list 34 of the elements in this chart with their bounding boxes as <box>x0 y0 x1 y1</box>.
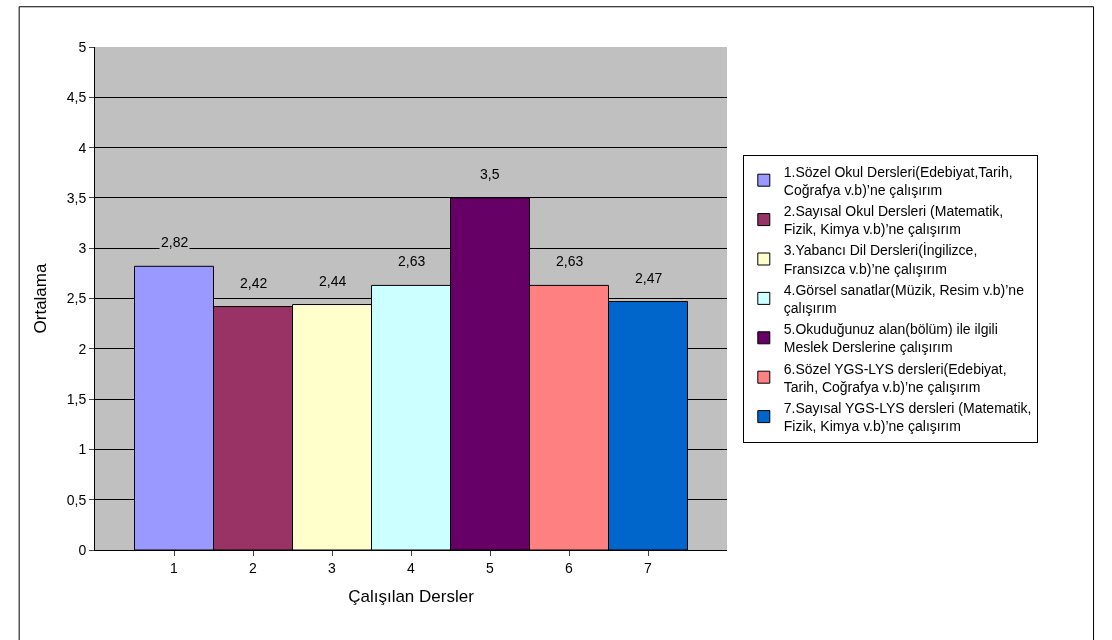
y-axis-title: Ortalama <box>31 263 51 334</box>
data-label: 2,63 <box>398 253 426 269</box>
y-tick-label: 0 <box>78 541 87 558</box>
y-tick-label: 5 <box>78 38 87 55</box>
y-tick-label: 3 <box>78 240 87 257</box>
y-tick-label: 4,5 <box>66 89 87 106</box>
x-axis-title: Çalışılan Dersler <box>348 587 475 607</box>
data-label: 2,82 <box>161 234 189 250</box>
legend-label: 3.Yabancı Dil Dersleri(İngilizce, Fransızca v.b)’ne çalışırım <box>783 241 978 277</box>
y-tick-label: 3,5 <box>66 189 87 206</box>
data-label: 2,63 <box>556 253 584 269</box>
data-label: 2,47 <box>635 270 663 286</box>
x-tick-label: 2 <box>249 559 258 576</box>
x-tick-label: 6 <box>565 559 574 576</box>
x-tick-label: 3 <box>328 559 337 576</box>
x-tick-label: 5 <box>486 559 495 576</box>
x-tick-label: 4 <box>407 559 416 576</box>
y-tick-label: 1 <box>78 441 87 458</box>
data-label: 3,5 <box>480 166 500 182</box>
legend-label: 5.Okuduğunuz alan(bölüm) ile ilgili Meslek Derslerine çalışırım <box>783 321 998 356</box>
y-tick-label: 1,5 <box>66 391 87 407</box>
x-tick-label: 1 <box>170 559 179 576</box>
data-label: 2,42 <box>240 275 268 291</box>
legend-label: 6.Sözel YGS-LYS dersleri(Edebiyat, Tarih, Coğrafya v.b)’ne çalışırım <box>783 360 1007 395</box>
legend-label: 4.Görsel sanatlar(Müzik, Resim v.b)’ne çalışırım <box>783 281 1025 316</box>
legend-label: 2.Sayısal Okul Dersleri (Matematik, Fizik, Kimya v.b)’ne çalışırım <box>783 202 1004 238</box>
legend-label: 7.Sayısal YGS-LYS dersleri (Matematik, Fizik, Kimya v.b)’ne çalışırım <box>783 399 1032 435</box>
data-label: 2,44 <box>319 273 347 289</box>
y-tick-label: 2 <box>78 340 87 357</box>
y-tick-label: 4 <box>78 139 87 156</box>
x-tick-label: 7 <box>644 559 653 576</box>
y-tick-label: 0,5 <box>66 491 87 508</box>
legend-label: 1.Sözel Okul Dersleri(Edebiyat,Tarih, Coğrafya v.b)’ne çalışırım <box>783 163 1013 198</box>
y-tick-label: 2,5 <box>66 290 87 307</box>
